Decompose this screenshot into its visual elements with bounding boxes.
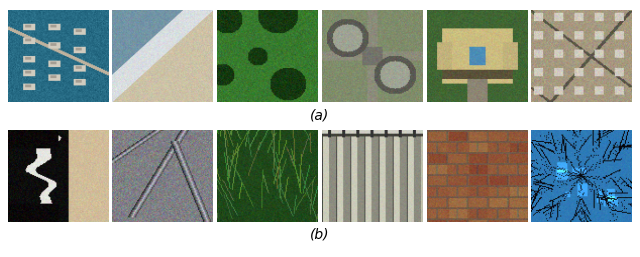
Text: (a): (a) (310, 108, 330, 122)
Text: (b): (b) (310, 227, 330, 242)
